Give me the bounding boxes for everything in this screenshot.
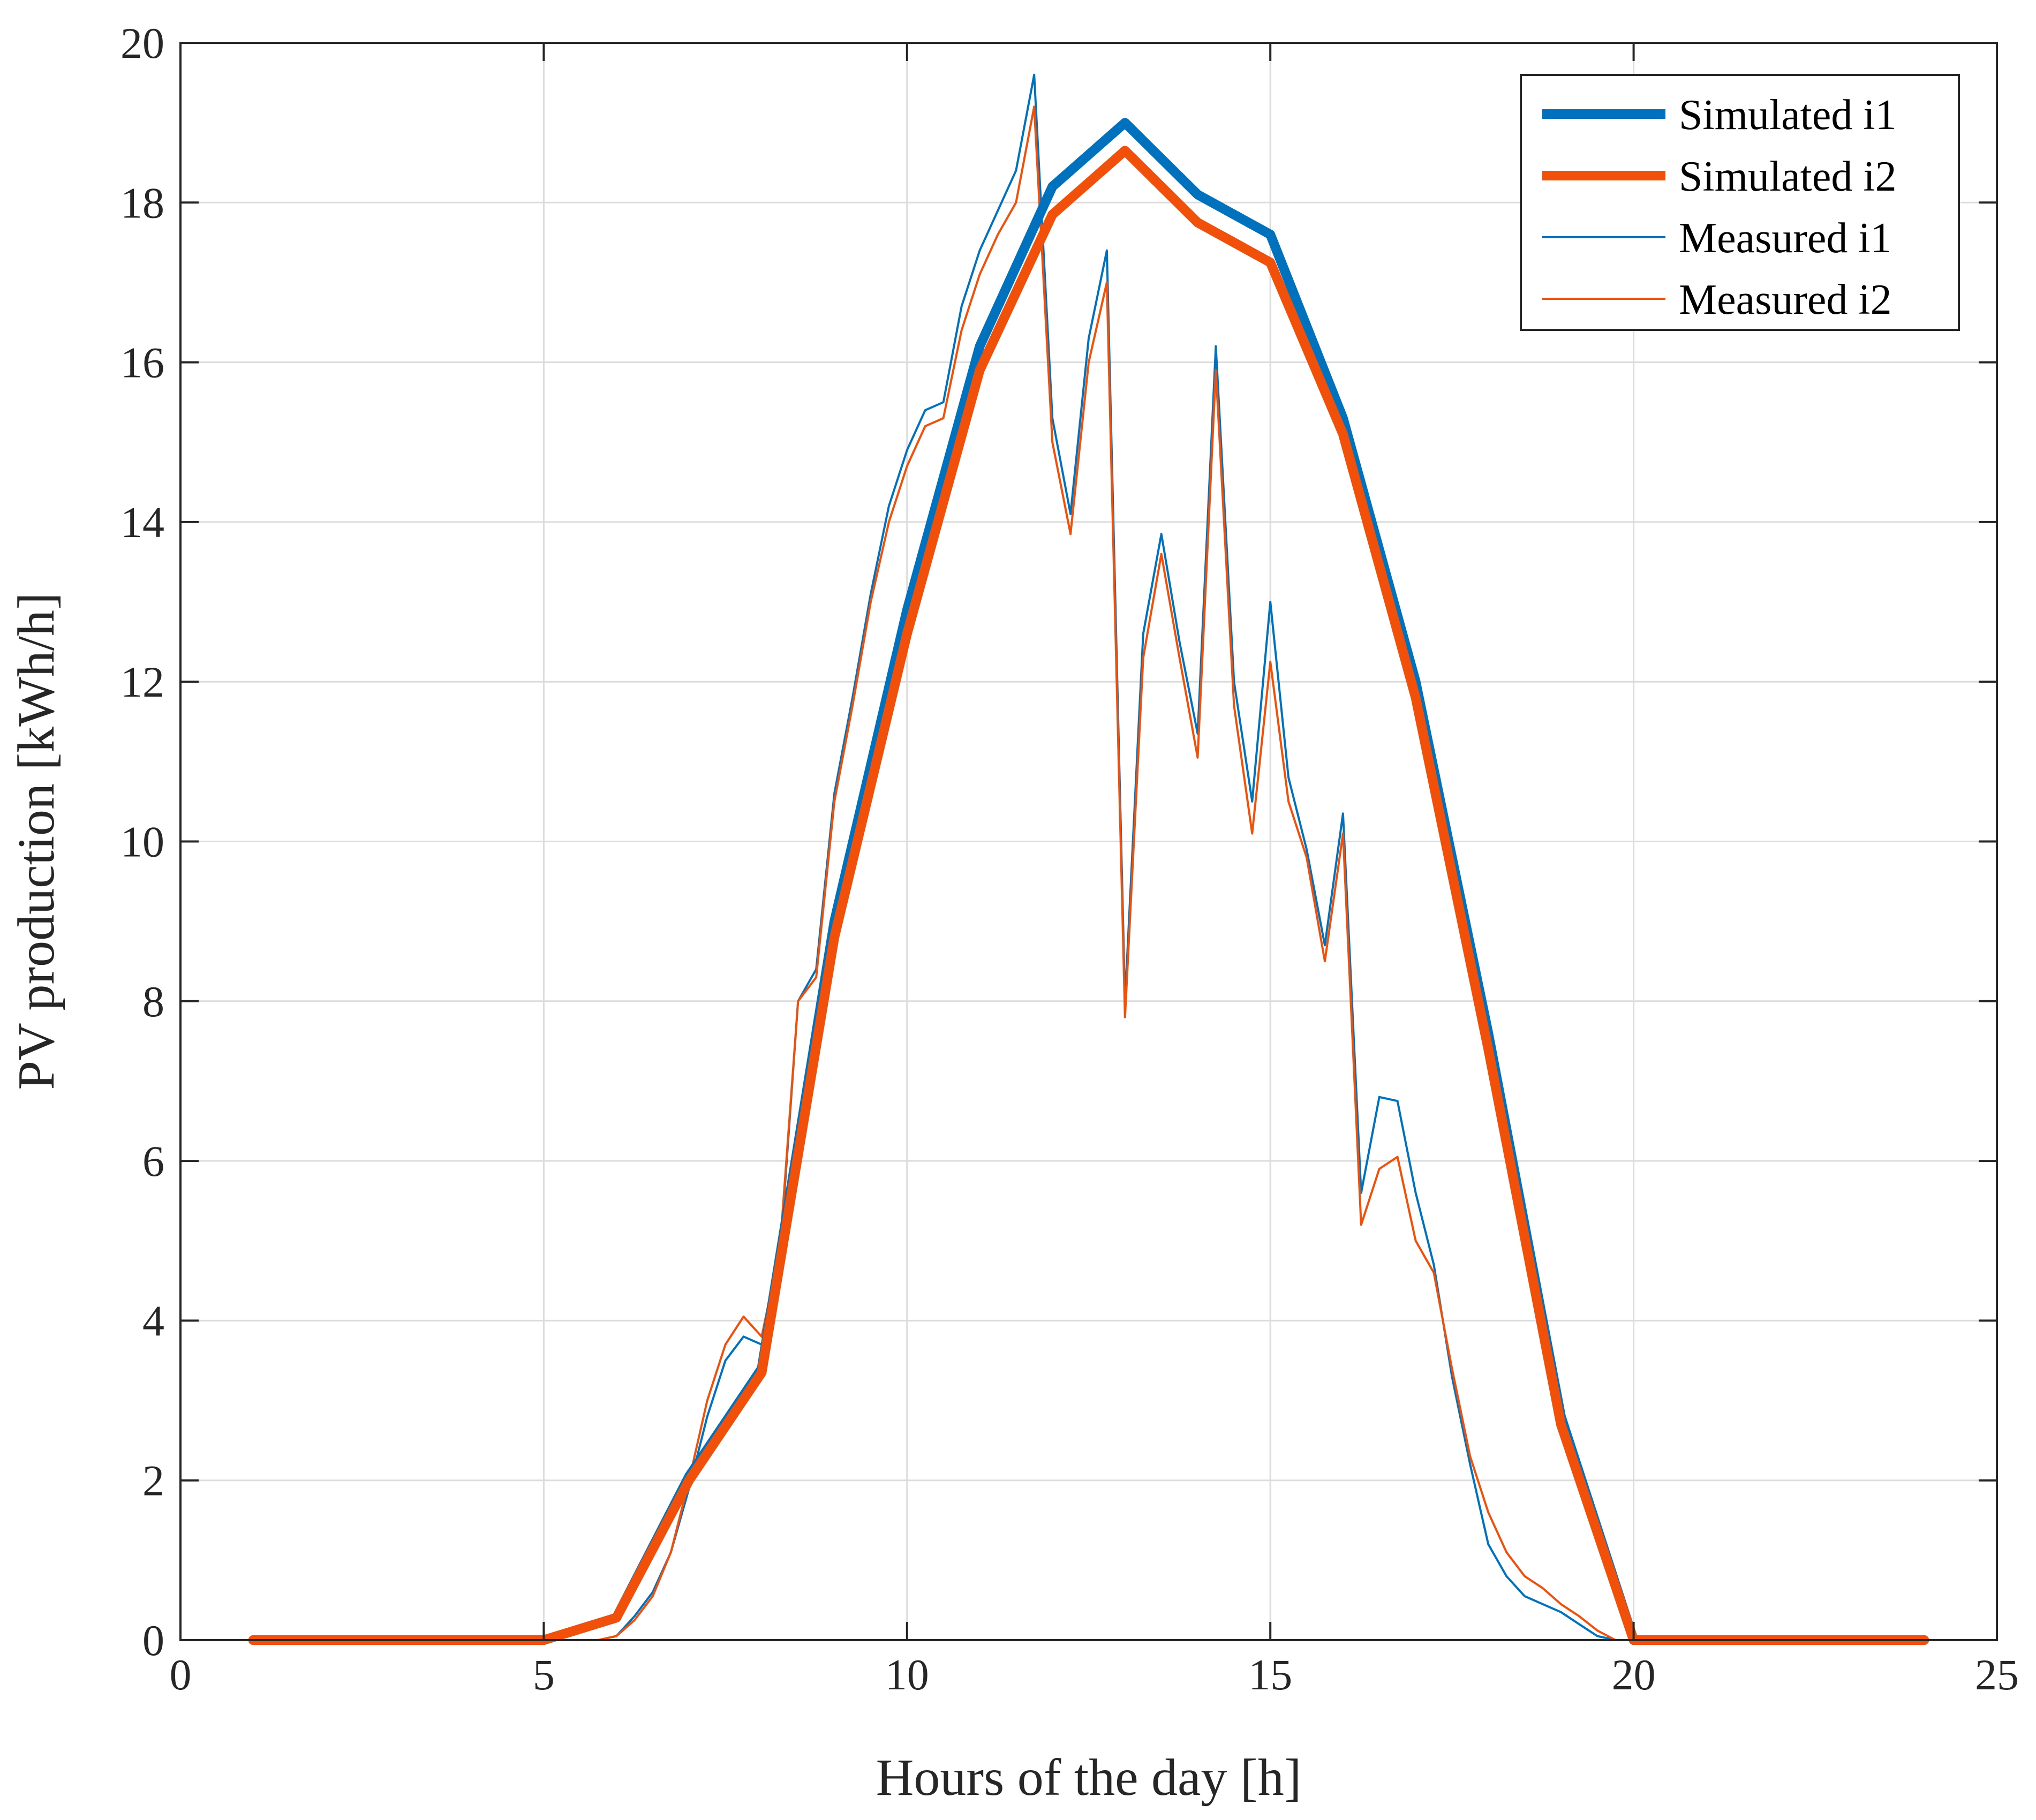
legend-label-simulated-i1: Simulated i1 [1679,92,1897,139]
y-tick-label: 18 [120,178,164,227]
y-tick-label: 14 [120,498,164,547]
series-line-measured-i1 [197,73,1635,1641]
y-tick-label: 10 [120,818,164,866]
series-line-measured-i2 [197,105,1635,1641]
y-tick-label: 12 [120,658,164,706]
y-tick-label: 2 [142,1456,164,1505]
legend-label-simulated-i2: Simulated i2 [1679,153,1897,200]
y-tick-label: 0 [142,1616,164,1665]
y-tick-label: 16 [120,338,164,387]
x-tick-label: 5 [533,1650,555,1699]
x-axis-label: Hours of the day [h] [876,1749,1302,1807]
y-axis-label: PV production [kWh/h] [7,592,65,1090]
legend: Simulated i1 Simulated i2 Measured i1 Measu… [1520,74,1960,331]
legend-label-measured-i2: Measured i2 [1679,276,1892,323]
y-tick-label: 6 [142,1137,164,1185]
x-tick-label: 0 [170,1650,192,1699]
x-tick-label: 15 [1248,1650,1292,1699]
legend-label-measured-i1: Measured i1 [1679,215,1892,262]
x-tick-label: 20 [1612,1650,1656,1699]
ticks: 0 5 10 15 20 25 0 2 4 6 8 10 12 14 16 18 20 [120,19,2019,1699]
y-tick-label: 4 [142,1296,164,1345]
x-tick-label: 25 [1975,1650,2019,1699]
y-tick-label: 20 [120,19,164,67]
x-tick-label: 10 [885,1650,929,1699]
y-tick-label: 8 [142,977,164,1026]
